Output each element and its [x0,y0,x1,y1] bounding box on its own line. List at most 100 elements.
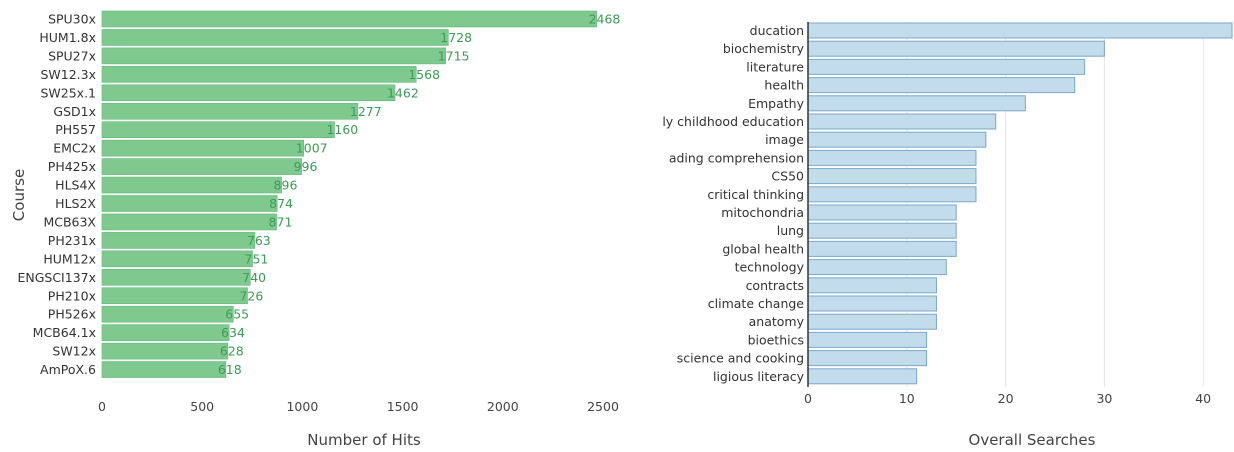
data-label: 1728 [440,30,472,45]
category-label: science and cooking [677,351,804,366]
x-tick-label: 500 [190,399,214,414]
data-label: 2468 [589,12,621,27]
category-label: HUM1.8x [39,30,96,45]
category-label: ading comprehension [669,150,804,165]
x-tick-label: 0 [98,399,106,414]
category-label: SW25x.1 [40,85,96,100]
data-label: 874 [269,196,293,211]
category-label: GSD1x [53,104,96,119]
category-label: anatomy [749,314,805,329]
bar-lung [807,222,957,239]
category-label: image [765,132,804,147]
bar-SPU30x [101,10,597,28]
category-label: contracts [746,278,804,293]
data-label: 634 [221,325,245,340]
bar-MCB64.1x [101,324,230,341]
data-label: 751 [245,251,269,266]
bar-EMC2x [101,139,305,157]
category-label: PH526x [48,307,96,322]
bar-bioethics [807,331,928,348]
x-tick-label: 40 [1195,391,1211,406]
category-label: HLS2X [55,196,96,211]
category-label: SPU27x [48,48,96,63]
bar-CS50 [807,168,977,185]
category-label: EMC2x [53,141,96,156]
bar-HUM1.8x [101,29,449,46]
bar-MCB63X [101,213,277,231]
bar-PH210x [101,287,248,305]
bar-science-and-cooking [807,350,928,367]
data-label: 628 [220,344,244,359]
category-label: lung [777,223,804,238]
data-label: 1160 [326,122,358,137]
bar-ducation [807,22,1233,39]
category-label: mitochondria [721,205,804,220]
bar-SPU27x [101,47,446,65]
category-label: technology [735,260,805,275]
bar-global-health [807,240,957,257]
category-label: SPU30x [48,12,96,27]
category-label: ENGSCI137x [17,270,96,285]
category-label: SW12.3x [40,67,96,82]
category-label: CS50 [771,169,804,184]
bar-literature [807,58,1086,75]
bar-PH526x [101,305,234,323]
x-tick-label: 1500 [387,399,419,414]
category-label: bioethics [748,332,804,347]
bar-ly-childhood-education [807,113,997,130]
bar-mitochondria [807,204,957,221]
bar-ading-comprehension [807,149,977,166]
bar-image [807,131,987,148]
bar-SW25x.1 [101,84,396,102]
bar-anatomy [807,313,937,330]
bar-technology [807,259,947,276]
bar-SW12x [101,342,229,360]
category-label: PH231x [48,233,96,248]
data-label: 1568 [408,67,440,82]
data-label: 763 [247,233,271,248]
bar-critical-thinking [807,186,977,203]
category-label: Empathy [748,96,804,111]
category-label: HLS4X [55,178,96,193]
category-label: ly childhood education [662,114,804,129]
category-label: PH557 [55,122,96,137]
x-tick-label: 0 [804,391,812,406]
category-label: PH425x [48,159,96,174]
bar-biochemistry [807,40,1105,57]
bar-SW12.3x [101,66,417,83]
data-label: 996 [294,159,318,174]
bar-contracts [807,277,937,294]
x-tick-label: 1000 [286,399,318,414]
data-label: 1462 [387,85,419,100]
bar-HLS4X [101,176,282,194]
category-label: ducation [750,23,804,38]
x-axis-title: Number of Hits [307,431,421,449]
data-label: 740 [242,270,266,285]
category-label: MCB63X [43,214,96,229]
x-tick-label: 2500 [587,399,619,414]
category-label: climate change [708,296,805,311]
y-axis-title: Course [10,169,28,221]
category-label: ligious literacy [713,369,805,384]
category-label: MCB64.1x [33,325,96,340]
data-label: 726 [239,288,263,303]
bar-GSD1x [101,102,359,120]
bar-climate-change [807,295,937,312]
bar-ligious-literacy [807,368,918,385]
bar-AmPoX.6 [101,361,227,378]
bar-HLS2X [101,195,278,212]
data-label: 618 [218,362,242,377]
bar-ENGSCI137x [101,268,251,286]
data-label: 1007 [296,141,328,156]
data-label: 896 [274,178,298,193]
category-label: critical thinking [707,187,804,202]
data-label: 655 [225,307,249,322]
x-tick-label: 20 [998,391,1014,406]
category-label: AmPoX.6 [40,362,96,377]
data-label: 1715 [438,48,470,63]
category-label: PH210x [48,288,96,303]
x-tick-label: 10 [899,391,915,406]
category-label: global health [722,241,804,256]
